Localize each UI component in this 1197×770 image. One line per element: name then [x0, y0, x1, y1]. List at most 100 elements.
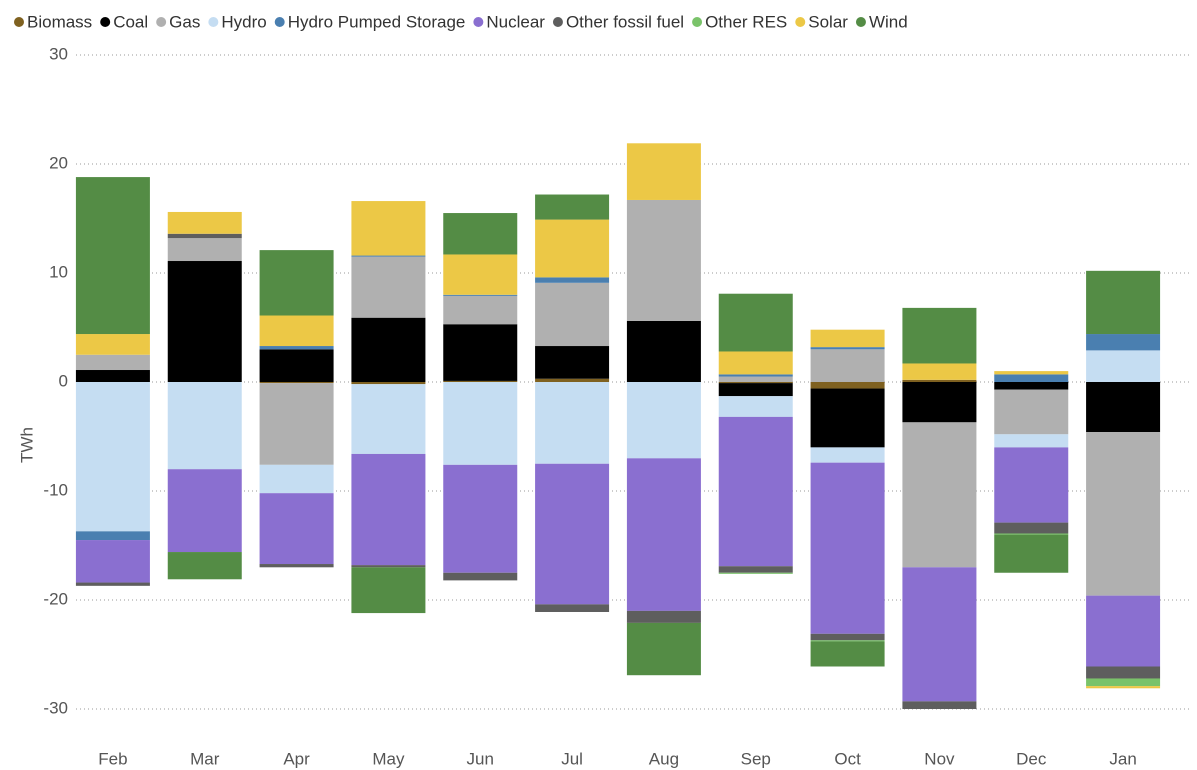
bar-segment: [259, 493, 334, 565]
bar-segment: [994, 371, 1069, 375]
bar-segment: [718, 416, 793, 567]
bar-segment: [535, 277, 610, 283]
bar-segment: [810, 349, 885, 382]
x-tick-label: Oct: [834, 749, 861, 768]
bar-segment: [443, 382, 518, 465]
x-tick-label: Feb: [98, 749, 127, 768]
bar-segment: [351, 384, 426, 454]
bar-segment: [535, 378, 610, 382]
bar-segment: [259, 349, 334, 382]
bar-segment: [718, 383, 793, 397]
legend-text: Solar: [808, 12, 848, 31]
bar-segment: [810, 382, 885, 389]
legend-text: Wind: [869, 12, 908, 31]
bar-segment: [443, 213, 518, 255]
bar-segment: [810, 641, 885, 667]
y-axis-label: TWh: [17, 427, 36, 463]
legend-marker: [855, 17, 866, 27]
x-tick-label: Mar: [190, 749, 220, 768]
bar-segment: [902, 382, 977, 423]
bar-segment: [75, 531, 150, 541]
y-tick-label: 10: [49, 262, 68, 281]
bar-segment: [167, 211, 242, 234]
legend-text: Coal: [113, 12, 148, 31]
bar-segment: [902, 701, 977, 709]
bar-segment: [351, 567, 426, 614]
bar-segment: [259, 315, 334, 347]
y-tick-label: -10: [43, 480, 68, 499]
bar-segment: [902, 363, 977, 380]
bar-segment: [167, 552, 242, 580]
bar-segment: [718, 376, 793, 382]
x-tick-label: May: [372, 749, 405, 768]
bar-segment: [810, 447, 885, 463]
x-tick-label: Nov: [924, 749, 955, 768]
bar-segment: [443, 324, 518, 381]
bar-segment: [626, 622, 701, 676]
bar-segment: [902, 422, 977, 568]
bar-segment: [718, 374, 793, 377]
bar-segment: [626, 143, 701, 200]
bar-segment: [1086, 686, 1161, 689]
bar-segment: [718, 572, 793, 574]
bar-segment: [810, 388, 885, 448]
bar-segment: [1086, 432, 1161, 596]
x-tick-label: Jul: [561, 749, 583, 768]
bar-segment: [626, 610, 701, 623]
bar-segment: [443, 380, 518, 382]
x-tick-label: Dec: [1016, 749, 1047, 768]
bar-segment: [535, 382, 610, 464]
legend-text: Other fossil fuel: [566, 12, 684, 31]
bar-segment: [626, 320, 701, 382]
bar-segment: [443, 464, 518, 573]
bar-segment: [259, 464, 334, 494]
bar-segment: [810, 329, 885, 348]
bar-segment: [902, 567, 977, 702]
bar-segment: [167, 261, 242, 382]
bar-segment: [535, 219, 610, 278]
bar-segment: [259, 382, 334, 384]
x-tick-label: Sep: [741, 749, 771, 768]
bar-segment: [1086, 350, 1161, 382]
y-tick-label: 0: [59, 371, 68, 390]
legend-marker: [14, 17, 24, 27]
bar-segment: [1086, 595, 1161, 667]
bar-segment: [626, 382, 701, 459]
bar-segment: [626, 199, 701, 321]
bar-segment: [167, 382, 242, 470]
x-tick-label: Apr: [283, 749, 310, 768]
legend-marker: [156, 17, 167, 27]
bar-segment: [443, 294, 518, 296]
bar-segment: [351, 565, 426, 568]
legend-marker: [552, 17, 563, 27]
legend-marker: [100, 17, 111, 27]
bar-segment: [994, 522, 1069, 534]
bar-segment: [810, 633, 885, 641]
bar-segment: [167, 238, 242, 262]
bar-segment: [810, 347, 885, 350]
bar-segment: [626, 458, 701, 611]
bar-segment: [810, 462, 885, 634]
bar-segment: [535, 346, 610, 379]
bar-segment: [718, 351, 793, 375]
x-tick-label: Jan: [1109, 749, 1136, 768]
bar-segment: [75, 334, 150, 355]
legend-text: Nuclear: [486, 12, 545, 31]
bar-segment: [718, 293, 793, 352]
legend-marker: [795, 17, 806, 27]
bar-segment: [994, 447, 1069, 523]
legend-text: Biomass: [27, 12, 92, 31]
bar-segment: [259, 564, 334, 568]
bar-segment: [351, 255, 426, 257]
bar-segment: [167, 233, 242, 239]
bar-segment: [351, 453, 426, 566]
x-tick-label: Aug: [649, 749, 679, 768]
bar-segment: [902, 307, 977, 364]
y-tick-label: 20: [49, 153, 68, 172]
legend-marker: [208, 17, 219, 27]
legend-text: Hydro Pumped Storage: [288, 12, 466, 31]
legend-text: Hydro: [221, 12, 266, 31]
bar-segment: [1086, 678, 1161, 687]
